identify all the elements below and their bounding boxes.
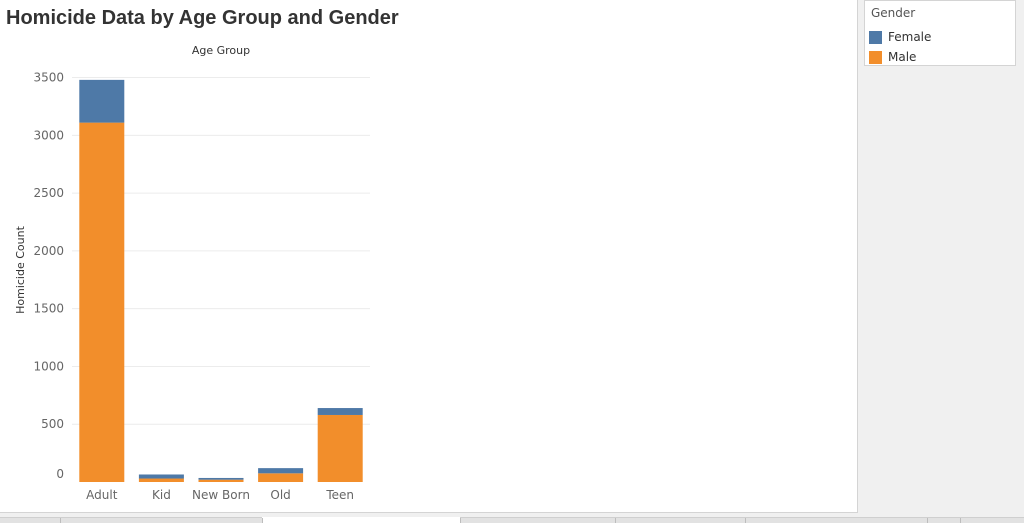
legend-label-female: Female	[888, 30, 932, 44]
x-tick-label-kid: Kid	[152, 488, 171, 502]
sheet-tab-bar[interactable]	[0, 517, 1024, 523]
tab-separator	[262, 518, 263, 523]
y-tick-label-3500: 3500	[33, 71, 64, 85]
y-axis-ticks: 0 500 1000 1500 2000 2500 3000 3500	[33, 71, 64, 481]
legend-panel[interactable]: Gender Female Male	[864, 0, 1016, 66]
chart-title: Homicide Data by Age Group and Gender	[6, 7, 399, 29]
tab-separator	[745, 518, 746, 523]
bar-kid-female[interactable]	[138, 474, 184, 479]
bar-old-male[interactable]	[258, 473, 304, 482]
y-tick-label-2500: 2500	[33, 186, 64, 200]
y-tick-label-0: 0	[56, 467, 64, 481]
y-tick-label-500: 500	[41, 417, 64, 431]
x-axis-ticks: Adult Kid New Born Old Teen	[86, 488, 354, 502]
bar-new-born-female[interactable]	[198, 477, 244, 480]
legend-item-female[interactable]: Female	[869, 29, 931, 45]
column-header: Age Group	[192, 44, 250, 57]
y-tick-label-2000: 2000	[33, 244, 64, 258]
x-tick-label-adult: Adult	[86, 488, 118, 502]
tab-separator	[615, 518, 616, 523]
y-tick-label-1000: 1000	[33, 359, 64, 373]
tab-separator	[960, 518, 961, 523]
x-tick-label-old: Old	[270, 488, 290, 502]
bar-new-born-male[interactable]	[198, 479, 244, 482]
bar-teen-male[interactable]	[317, 414, 363, 482]
legend-item-male[interactable]: Male	[869, 49, 916, 65]
tab-separator	[60, 518, 61, 523]
dashboard-sheet: Homicide Data by Age Group and Gender 0 5…	[0, 0, 858, 513]
legend-label-male: Male	[888, 50, 917, 64]
legend-swatch-male	[869, 50, 882, 64]
legend-title: Gender	[871, 6, 916, 20]
x-tick-label-teen: Teen	[325, 488, 354, 502]
y-tick-label-3000: 3000	[33, 128, 64, 142]
bar-adult-female[interactable]	[79, 79, 125, 123]
tab-separator	[927, 518, 928, 523]
active-sheet-tab[interactable]	[262, 517, 460, 523]
bar-teen-female[interactable]	[317, 408, 363, 415]
bar-chart[interactable]: 0 500 1000 1500 2000 2500 3000 3500 Adult Kid New…	[0, 0, 857, 512]
legend-swatch-female	[869, 30, 882, 44]
bars[interactable]	[79, 79, 363, 482]
x-tick-label-new-born: New Born	[192, 488, 250, 502]
tab-separator	[460, 518, 461, 523]
bar-adult-male[interactable]	[79, 122, 125, 482]
bar-old-female[interactable]	[258, 468, 304, 474]
bar-kid-male[interactable]	[138, 478, 184, 482]
y-axis-label: Homicide Count	[14, 225, 27, 313]
y-tick-label-1500: 1500	[33, 302, 64, 316]
